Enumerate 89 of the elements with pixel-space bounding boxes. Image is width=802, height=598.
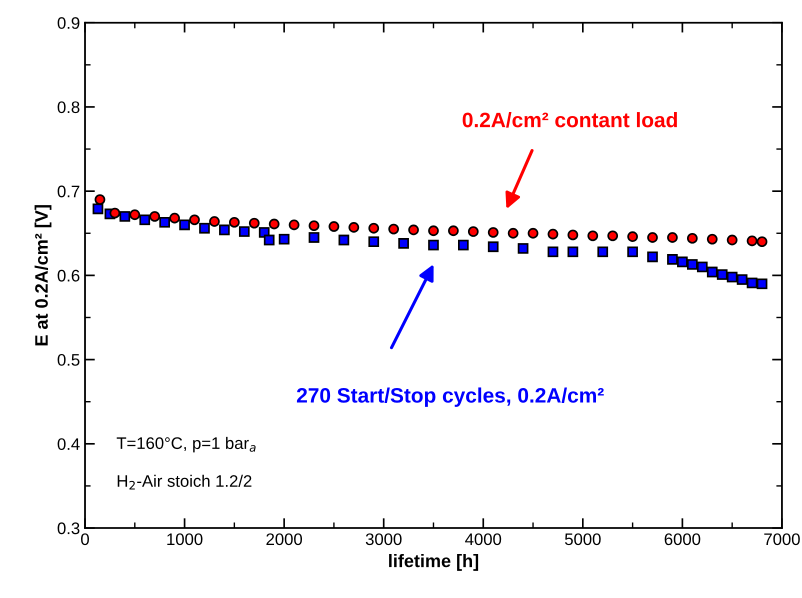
point — [94, 194, 106, 205]
annotation: 0.2A/cm² contant load — [462, 112, 677, 128]
x-tick-label: 4000 — [465, 533, 502, 546]
x-tick-label: 2000 — [266, 533, 302, 546]
point — [756, 278, 768, 290]
point — [110, 208, 120, 218]
point — [169, 212, 180, 224]
x-tick-label: 0 — [81, 533, 89, 546]
point — [587, 230, 598, 242]
y-tick-label: 0.9 — [58, 17, 80, 29]
point — [746, 278, 758, 288]
point — [528, 228, 538, 239]
point — [129, 209, 140, 220]
point — [488, 241, 499, 252]
point — [548, 246, 558, 258]
point — [189, 214, 200, 226]
point — [229, 216, 240, 228]
point — [179, 220, 190, 230]
x-tick-label: 3000 — [366, 533, 402, 546]
point — [268, 218, 280, 230]
y-tick-label: 0.4 — [58, 438, 80, 450]
point — [428, 240, 439, 250]
point — [448, 225, 459, 236]
point — [627, 231, 638, 242]
x-tick-label: 6000 — [664, 533, 700, 546]
y-tick-label: 0.7 — [58, 186, 80, 198]
y-tick-label: 0.6 — [58, 270, 80, 282]
point — [686, 259, 698, 270]
point — [328, 221, 340, 232]
point — [398, 238, 409, 249]
point — [706, 266, 718, 278]
point — [408, 224, 419, 236]
point — [518, 243, 528, 254]
point — [248, 218, 260, 229]
point — [716, 269, 728, 280]
point — [368, 236, 380, 248]
point — [667, 254, 678, 265]
x-axis-title: lifetime [h] — [389, 554, 478, 571]
point — [686, 232, 698, 244]
point — [548, 228, 558, 240]
point — [338, 234, 350, 246]
point — [468, 226, 479, 237]
point — [756, 236, 768, 248]
point — [238, 226, 250, 237]
point — [149, 211, 160, 222]
x-tick-label: 5000 — [564, 533, 601, 546]
point — [388, 224, 400, 234]
point — [746, 236, 758, 246]
point — [159, 216, 170, 228]
y-tick-label: 0.5 — [58, 354, 80, 366]
point — [348, 222, 360, 233]
point — [264, 234, 275, 246]
point — [308, 232, 320, 243]
point — [219, 224, 230, 236]
point — [568, 230, 578, 240]
point — [508, 228, 518, 239]
point — [726, 272, 738, 282]
point — [647, 232, 658, 243]
point — [607, 230, 618, 242]
point — [677, 256, 688, 268]
point — [736, 274, 748, 285]
point — [597, 246, 608, 258]
annotation: T=160°C, p=1 bar$_{a}$ — [116, 436, 256, 452]
point — [488, 227, 499, 238]
point — [726, 234, 738, 246]
point — [458, 240, 469, 250]
point — [706, 234, 718, 245]
y-axis-title: E at 0.2A/cm² [V] — [34, 205, 52, 346]
point — [308, 220, 320, 232]
point — [368, 222, 380, 234]
point — [428, 225, 439, 236]
point — [139, 214, 150, 226]
point — [288, 220, 300, 230]
y-tick-label: 0.8 — [58, 101, 80, 114]
point — [568, 246, 578, 258]
point — [119, 211, 130, 222]
point — [199, 222, 210, 234]
point — [647, 252, 658, 262]
annotation: H$_{2}$-Air stoich 1.2/2 — [118, 474, 252, 490]
annotation: 270 Start/Stop cycles, 0.2A/cm² — [296, 387, 604, 407]
x-tick-label: 7000 — [764, 533, 800, 546]
x-tick-label: 1000 — [167, 533, 202, 546]
point — [278, 234, 290, 245]
point — [627, 246, 638, 258]
point — [92, 203, 104, 214]
point — [209, 216, 220, 227]
point — [696, 262, 708, 272]
point — [667, 232, 678, 243]
y-tick-label: 0.3 — [58, 522, 80, 534]
